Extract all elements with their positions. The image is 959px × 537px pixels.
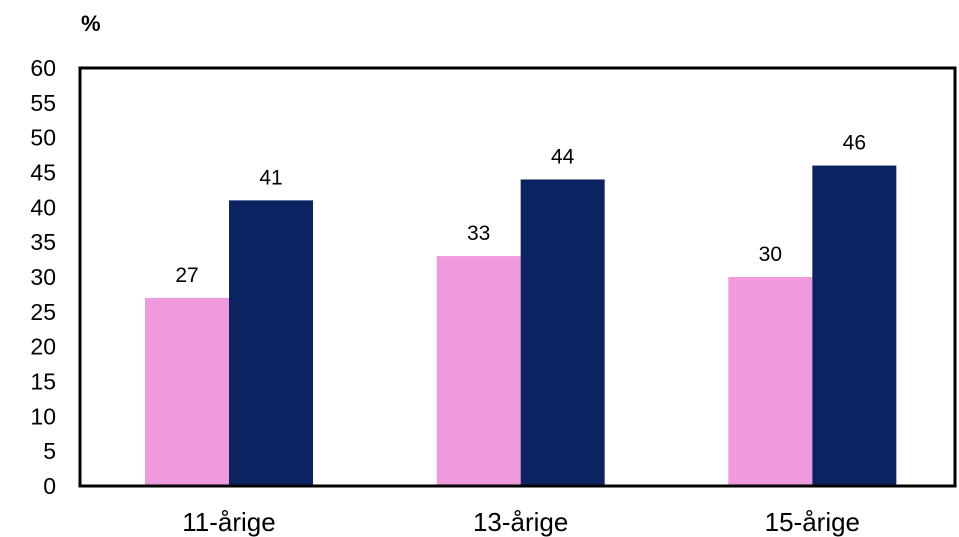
y-tick-label: 15 bbox=[30, 369, 56, 395]
y-tick-label: 0 bbox=[43, 473, 56, 499]
bar bbox=[520, 179, 605, 486]
bar bbox=[728, 277, 813, 486]
y-tick-label: 50 bbox=[30, 125, 56, 151]
data-label: 46 bbox=[843, 132, 866, 155]
data-label: 33 bbox=[467, 222, 490, 245]
y-tick-label: 45 bbox=[30, 160, 56, 186]
x-tick-label: 15-årige bbox=[765, 507, 860, 537]
y-axis-label: % bbox=[81, 11, 101, 36]
data-labels: 27 41 33 44 30 46 bbox=[175, 132, 866, 287]
y-tick-label: 40 bbox=[30, 194, 56, 220]
y-tick-label: 20 bbox=[30, 334, 56, 360]
data-label: 41 bbox=[259, 166, 282, 189]
bar bbox=[229, 200, 313, 486]
x-tick-label: 13-årige bbox=[473, 507, 568, 537]
y-tick-label: 25 bbox=[30, 299, 56, 325]
data-label: 27 bbox=[175, 264, 198, 287]
y-axis-ticks: 0 5 10 15 20 25 30 35 40 45 50 55 60 bbox=[30, 55, 56, 499]
bar bbox=[436, 256, 521, 486]
y-tick-label: 30 bbox=[30, 264, 56, 290]
bar bbox=[812, 165, 897, 487]
bar bbox=[145, 297, 229, 486]
plot-frame bbox=[78, 66, 957, 488]
data-label: 30 bbox=[759, 243, 782, 266]
y-tick-label: 5 bbox=[43, 438, 56, 464]
y-tick-label: 55 bbox=[30, 90, 56, 116]
y-tick-label: 60 bbox=[30, 55, 56, 81]
data-label: 44 bbox=[551, 145, 575, 168]
x-axis-labels: 11-årige 13-årige 15-årige bbox=[182, 507, 860, 537]
y-tick-label: 35 bbox=[30, 229, 56, 255]
y-tick-label: 10 bbox=[30, 403, 56, 429]
x-tick-label: 11-årige bbox=[182, 507, 275, 537]
bars bbox=[145, 165, 897, 487]
